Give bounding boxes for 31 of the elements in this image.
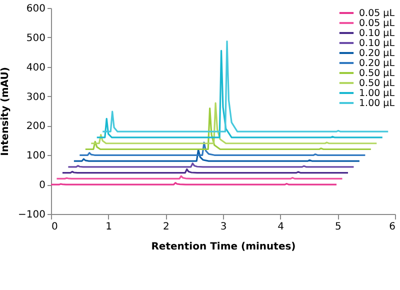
legend-label: 0.05 µL bbox=[359, 8, 396, 19]
x-axis-title: Retention Time (minutes) bbox=[151, 242, 296, 252]
x-tick-label: 4 bbox=[278, 222, 284, 232]
line-series bbox=[73, 148, 360, 162]
y-tick-label: 600 bbox=[26, 4, 46, 14]
legend-label: 0.50 µL bbox=[359, 78, 396, 89]
y-tick-label: 0 bbox=[39, 180, 46, 192]
legend-label: 0.50 µL bbox=[359, 68, 396, 79]
x-tick-label: 5 bbox=[334, 222, 342, 232]
legend-label: 1.00 µL bbox=[359, 98, 396, 109]
legend-label: 0.20 µL bbox=[359, 58, 396, 69]
x-tick-label: 6 bbox=[389, 222, 396, 232]
y-tick-label: 100 bbox=[26, 150, 46, 162]
x-tick-label: 1 bbox=[106, 222, 112, 232]
legend-label: 0.10 µL bbox=[359, 28, 396, 39]
y-axis-title: Intensity (mAU) bbox=[0, 67, 12, 156]
y-tick-label: 200 bbox=[26, 121, 46, 132]
line-series bbox=[84, 108, 372, 150]
legend-label: 0.05 µL bbox=[359, 18, 396, 29]
legend-label: 0.20 µL bbox=[359, 48, 396, 59]
legend-label: 1.00 µL bbox=[359, 88, 396, 99]
line-series bbox=[96, 50, 384, 138]
x-tick-label: 3 bbox=[220, 222, 227, 232]
x-tick-label: 2 bbox=[162, 222, 170, 232]
y-tick-label: −100 bbox=[18, 210, 46, 220]
x-tick-label: 0 bbox=[52, 222, 58, 232]
legend-label: 0.10 µL bbox=[359, 38, 396, 49]
line-series bbox=[78, 142, 366, 156]
y-tick-label: 400 bbox=[26, 62, 46, 74]
y-tick-label: 500 bbox=[26, 32, 46, 44]
y-tick-label: 300 bbox=[26, 92, 46, 103]
